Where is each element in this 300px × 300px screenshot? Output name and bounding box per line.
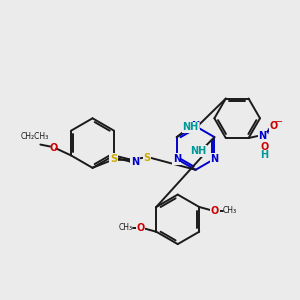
Text: CH₃: CH₃	[223, 206, 237, 215]
Text: N: N	[172, 154, 181, 164]
Text: N: N	[258, 131, 266, 141]
Text: NH: NH	[190, 146, 207, 156]
Text: +: +	[264, 127, 271, 136]
Text: −: −	[275, 117, 284, 127]
Text: N: N	[210, 154, 218, 164]
Text: N: N	[131, 158, 139, 167]
Text: H: H	[260, 150, 268, 160]
Text: CH₃: CH₃	[118, 223, 133, 232]
Text: O: O	[260, 142, 268, 152]
Text: S: S	[110, 154, 117, 164]
Text: O: O	[269, 121, 278, 131]
Text: N: N	[191, 121, 200, 131]
Text: O: O	[136, 223, 145, 233]
Text: O: O	[49, 142, 57, 152]
Text: O: O	[211, 206, 219, 216]
Text: NH: NH	[182, 122, 199, 132]
Text: CH₂CH₃: CH₂CH₃	[20, 132, 49, 141]
Text: S: S	[143, 153, 151, 163]
